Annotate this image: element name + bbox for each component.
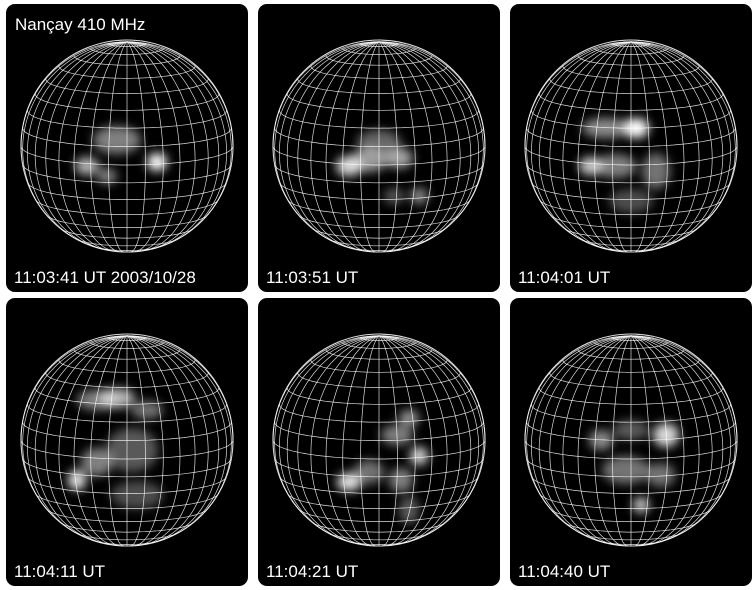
emission-source — [337, 473, 361, 491]
frame-2: 11:03:51 UT — [258, 4, 500, 292]
emission-source — [647, 463, 675, 487]
frame-1: Nançay 410 MHz 11:03:41 UT 2003/10/28 — [6, 4, 248, 292]
timestamp-label: 11:04:21 UT — [266, 562, 359, 581]
solar-limb — [20, 39, 234, 253]
sun-disk-map — [272, 333, 486, 547]
frame-3: 11:04:01 UT — [510, 4, 752, 292]
solar-limb — [20, 333, 234, 547]
emission-source — [633, 497, 649, 513]
solar-limb — [524, 39, 738, 253]
sun-disk-map — [524, 39, 738, 253]
radio-emission — [589, 420, 679, 513]
sun-disk-map — [20, 39, 234, 253]
emission-source — [602, 456, 650, 484]
emission-source — [410, 188, 428, 204]
heliographic-grid — [272, 333, 486, 547]
timestamp-label: 11:03:41 UT 2003/10/28 — [14, 268, 196, 287]
emission-source — [111, 481, 163, 509]
emission-source — [99, 388, 135, 408]
instrument-label: Nançay 410 MHz — [15, 15, 146, 34]
emission-source — [653, 423, 679, 447]
emission-source — [579, 157, 603, 175]
emission-source — [131, 401, 163, 419]
sun-disk-map — [20, 333, 234, 547]
solar-limb — [272, 39, 486, 253]
emission-source — [68, 470, 86, 490]
frame-6: 11:04:40 UT — [510, 298, 752, 586]
emission-source — [147, 153, 167, 171]
solar-limb — [272, 333, 486, 547]
emission-source — [410, 447, 428, 465]
heliographic-grid — [524, 333, 738, 547]
sun-disk-map — [272, 39, 486, 253]
emission-source — [389, 468, 413, 492]
emission-source — [81, 448, 113, 476]
emission-source — [75, 157, 99, 175]
emission-source — [385, 148, 413, 168]
solar-limb — [524, 333, 738, 547]
timestamp-label: 11:04:01 UT — [518, 268, 611, 287]
emission-source — [106, 428, 158, 472]
heliographic-grid — [524, 39, 738, 253]
emission-source — [93, 126, 141, 154]
emission-source — [399, 496, 419, 524]
radio-emission — [337, 410, 428, 524]
emission-source — [97, 168, 117, 184]
radio-emission — [68, 388, 163, 509]
radio-emission — [579, 118, 670, 213]
timestamp-label: 11:03:51 UT — [266, 268, 359, 287]
radio-emission — [75, 126, 167, 184]
timestamp-label: 11:04:11 UT — [14, 562, 106, 581]
heliographic-grid — [20, 333, 234, 547]
emission-source — [642, 153, 670, 189]
emission-source — [354, 460, 384, 484]
emission-source — [582, 118, 630, 138]
sun-disk-map — [524, 333, 738, 547]
frame-4: 11:04:11 UT — [6, 298, 248, 586]
emission-source — [596, 154, 636, 178]
heliographic-grid — [20, 39, 234, 253]
emission-source — [399, 410, 419, 426]
heliographic-grid — [272, 39, 486, 253]
frame-5: 11:04:21 UT — [258, 298, 500, 586]
emission-source — [384, 188, 404, 204]
timestamp-label: 11:04:40 UT — [518, 562, 611, 581]
emission-source — [351, 148, 387, 172]
